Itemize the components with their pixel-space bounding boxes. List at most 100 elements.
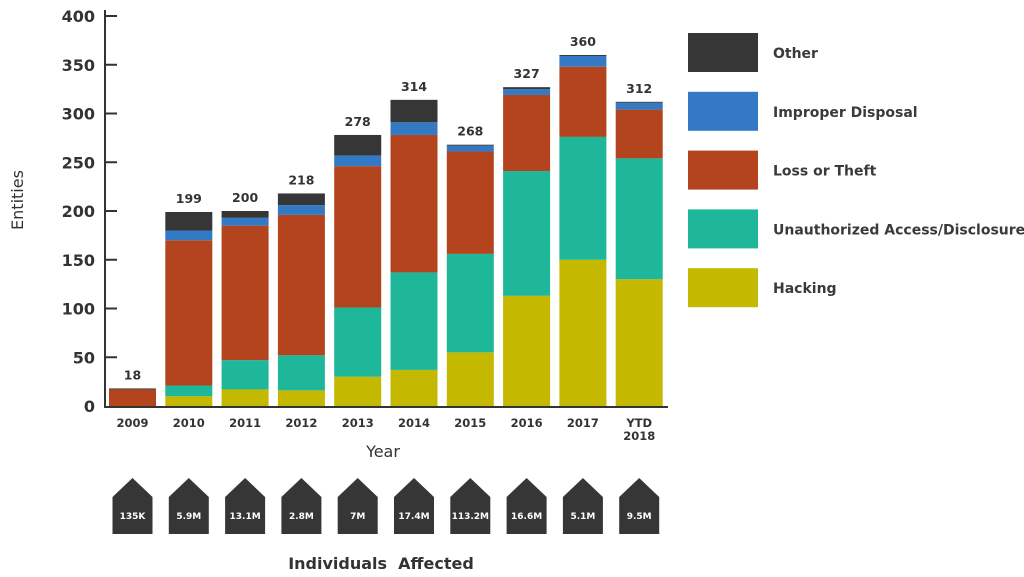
bar-segment-hacking <box>559 259 607 406</box>
bar-segment-other <box>109 388 156 390</box>
bar-segment-improper-disposal <box>277 205 325 215</box>
y-tick-label: 300 <box>62 105 95 124</box>
bar-segment-other <box>390 99 438 123</box>
legend-swatch <box>688 33 758 72</box>
bar-segment-loss-or-theft <box>503 94 551 172</box>
bar-segment-improper-disposal <box>559 55 607 67</box>
legend-swatch <box>688 91 758 131</box>
legend-label: Improper Disposal <box>773 105 918 121</box>
bar-segment-other <box>446 144 494 146</box>
bar-total-label: 278 <box>345 114 371 129</box>
bar-total-label: 327 <box>514 66 540 81</box>
x-tick-label: 2009 <box>116 416 148 430</box>
bar-segment-unauthorized-access-disclosure <box>503 171 551 296</box>
house-icon <box>506 478 547 534</box>
bar-total-label: 268 <box>457 124 483 139</box>
bar-segment-loss-or-theft <box>615 109 663 159</box>
bar-segment-improper-disposal <box>334 155 382 167</box>
labels: 18 2009 199 2010 200 2011 218 2012 278 2013 314 201… <box>116 34 655 443</box>
x-tick-label: 2014 <box>398 416 430 430</box>
bar-segment-other <box>165 211 213 231</box>
x-tick-label: 2015 <box>454 416 486 430</box>
bar-segment-improper-disposal <box>615 102 663 110</box>
x-tick-label: 2013 <box>342 416 374 430</box>
bar-segment-unauthorized-access-disclosure <box>334 307 382 377</box>
bar-segment-loss-or-theft <box>334 166 382 308</box>
bar-segment-unauthorized-access-disclosure <box>559 136 607 260</box>
individuals-affected-value: 13.1M <box>230 512 261 522</box>
individuals-affected-value: 9.5M <box>627 512 652 522</box>
bar-segment-hacking <box>221 389 269 406</box>
individuals-affected-value: 135K <box>120 512 147 522</box>
individuals-affected-value: 2.8M <box>289 512 314 522</box>
y-axis-title: Entities <box>8 170 27 230</box>
bar-segment-hacking <box>390 369 438 406</box>
y-tick-label: 200 <box>62 202 95 221</box>
y-tick-label: 100 <box>62 300 95 319</box>
house-icon <box>112 478 153 534</box>
bar-segment-loss-or-theft <box>446 151 494 254</box>
bar-segment-unauthorized-access-disclosure <box>615 158 663 280</box>
bar-segment-improper-disposal <box>165 230 213 241</box>
bar-segment-hacking <box>615 279 663 406</box>
y-tick-label: 50 <box>73 348 95 367</box>
bar-segment-other <box>503 87 551 90</box>
legend-label: Other <box>773 46 818 62</box>
bar-total-label: 314 <box>401 79 427 94</box>
bar-total-label: 312 <box>626 81 652 96</box>
individuals-affected-value: 7M <box>350 512 365 522</box>
bar-segment-improper-disposal <box>503 89 551 95</box>
individuals-affected-value: 16.6M <box>511 512 542 522</box>
bar-segment-hacking <box>446 352 494 406</box>
house-icon <box>394 478 434 534</box>
x-tick-label: 2017 <box>567 416 599 430</box>
bar-total-label: 218 <box>288 172 314 187</box>
bar-total-label: 199 <box>176 191 202 206</box>
legend: Other Improper Disposal Loss or Theft Unaut… <box>688 33 1024 308</box>
bar-segment-unauthorized-access-disclosure <box>390 272 438 370</box>
bar-segment-other <box>334 134 382 156</box>
legend-label: Unauthorized Access/Disclosure <box>773 222 1024 238</box>
bar-segment-loss-or-theft <box>390 134 438 273</box>
bar-segment-loss-or-theft <box>559 66 607 137</box>
axes: 0 50 100 150 200 250 300 350 400 <box>62 7 668 416</box>
y-tick-label: 350 <box>62 56 95 75</box>
y-tick-label: 250 <box>62 153 95 172</box>
legend-label: Hacking <box>773 281 837 297</box>
bar-segment-other <box>559 55 607 56</box>
house-icon <box>337 478 378 534</box>
individuals-affected-row: 135K 5.9M 13.1M 2.8M 7M 17.4M 113.2M 16.6M 5.1M 9… <box>112 478 660 534</box>
bar-total-label: 18 <box>124 367 141 382</box>
bar-segment-unauthorized-access-disclosure <box>446 253 494 353</box>
bar-segment-hacking <box>503 295 551 406</box>
legend-swatch <box>688 150 758 190</box>
house-icon <box>619 478 660 534</box>
bar-segment-loss-or-theft <box>221 225 269 361</box>
bar-segment-unauthorized-access-disclosure <box>277 355 325 391</box>
bars <box>109 55 663 406</box>
bar-segment-unauthorized-access-disclosure <box>221 360 269 390</box>
bar-segment-improper-disposal <box>390 122 438 135</box>
bar-segment-other <box>615 101 663 103</box>
x-tick-label: 2012 <box>285 416 317 430</box>
x-tick-label: 2018 <box>623 429 655 443</box>
individuals-affected-value: 5.9M <box>176 512 201 522</box>
house-icon <box>450 478 491 534</box>
bar-segment-loss-or-theft <box>165 240 213 386</box>
x-tick-label: 2011 <box>229 416 261 430</box>
y-tick-label: 400 <box>62 7 95 26</box>
house-icon <box>168 478 209 534</box>
bar-segment-unauthorized-access-disclosure <box>165 385 213 397</box>
individuals-affected-value: 5.1M <box>570 512 595 522</box>
house-icon <box>281 478 322 534</box>
bar-segment-hacking <box>165 396 213 406</box>
x-tick-label: 2010 <box>173 416 205 430</box>
bar-segment-loss-or-theft <box>277 214 325 356</box>
legend-swatch <box>688 268 758 308</box>
bar-segment-other <box>221 211 269 218</box>
y-tick-label: 150 <box>62 251 95 270</box>
bar-segment-loss-or-theft <box>109 389 156 406</box>
house-icon <box>562 478 603 534</box>
individuals-affected-title: Individuals Affected <box>288 554 474 573</box>
